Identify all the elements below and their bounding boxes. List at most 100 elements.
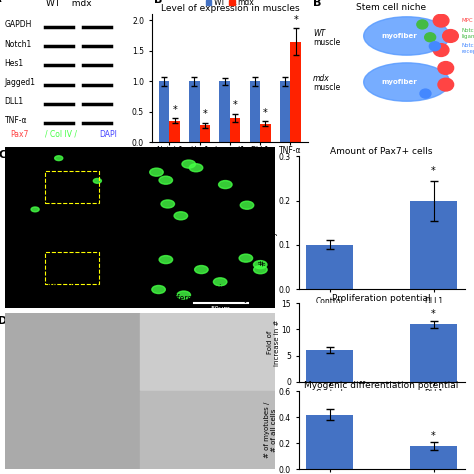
Bar <box>230 118 240 142</box>
Text: Notch1: Notch1 <box>5 40 32 48</box>
Bar <box>219 81 230 142</box>
Circle shape <box>93 178 101 183</box>
Circle shape <box>159 255 173 264</box>
Text: Proliferation
assay: Proliferation assay <box>35 284 82 303</box>
Circle shape <box>417 20 428 29</box>
Text: Hes1: Hes1 <box>5 59 24 68</box>
Text: B: B <box>154 0 163 5</box>
Title: Proliferation potential: Proliferation potential <box>332 293 431 302</box>
Bar <box>200 125 210 142</box>
Bar <box>5 391 140 469</box>
Text: *: * <box>293 15 298 25</box>
Bar <box>189 81 200 142</box>
Circle shape <box>429 42 440 51</box>
Bar <box>159 81 169 142</box>
Title: Myogenic differentiation potential: Myogenic differentiation potential <box>304 381 459 390</box>
Text: muscle: muscle <box>313 38 340 47</box>
Title: Level of expression in muscles: Level of expression in muscles <box>161 4 299 13</box>
Circle shape <box>31 207 39 212</box>
Ellipse shape <box>364 63 450 101</box>
Text: DAPI: DAPI <box>99 130 117 139</box>
Text: Stem cell niche: Stem cell niche <box>356 3 426 12</box>
Bar <box>249 81 260 142</box>
Text: A: A <box>0 0 2 4</box>
Text: Notch
receptor: Notch receptor <box>461 44 474 54</box>
Circle shape <box>150 168 163 176</box>
Bar <box>410 324 457 382</box>
Bar <box>5 228 140 308</box>
Text: *: * <box>202 109 207 119</box>
Text: myofiber: myofiber <box>381 33 417 39</box>
Circle shape <box>254 266 267 274</box>
Circle shape <box>239 254 253 262</box>
Circle shape <box>443 29 458 42</box>
Text: WT    mdx: WT mdx <box>46 0 91 8</box>
Text: 50μm: 50μm <box>211 307 231 312</box>
Circle shape <box>219 181 232 189</box>
Bar <box>306 414 353 469</box>
Bar <box>140 147 275 228</box>
Legend: WT, mdx: WT, mdx <box>203 0 257 10</box>
Text: *: * <box>233 100 237 110</box>
Text: *: * <box>431 309 436 319</box>
Text: Myogenic
differentiation  assay: Myogenic differentiation assay <box>166 284 248 303</box>
Circle shape <box>55 156 63 161</box>
Text: myofiber: myofiber <box>381 79 417 85</box>
Text: GAPDH: GAPDH <box>5 20 32 29</box>
Bar <box>306 245 353 289</box>
Bar <box>140 391 275 469</box>
Text: WT: WT <box>313 29 325 38</box>
Text: MPC: MPC <box>461 18 473 23</box>
Text: muscle: muscle <box>313 82 340 91</box>
Bar <box>45 171 99 203</box>
Text: *: * <box>431 166 436 176</box>
Text: TNF-α: TNF-α <box>5 117 27 125</box>
Text: *: * <box>263 108 268 118</box>
Text: C: C <box>0 150 7 160</box>
Bar <box>260 124 271 142</box>
Bar <box>169 121 180 142</box>
Circle shape <box>152 285 165 293</box>
Bar <box>280 81 291 142</box>
Bar <box>291 42 301 142</box>
Circle shape <box>161 200 174 208</box>
Bar <box>5 313 140 391</box>
Bar <box>140 313 275 391</box>
Y-axis label: Fold of
increase in #: Fold of increase in # <box>267 319 280 365</box>
Circle shape <box>438 78 454 91</box>
Bar <box>410 446 457 469</box>
Circle shape <box>254 261 267 269</box>
Circle shape <box>174 212 188 220</box>
Text: Jagged1: Jagged1 <box>5 78 36 87</box>
Bar <box>5 147 140 228</box>
Circle shape <box>189 164 203 172</box>
Bar <box>306 350 353 382</box>
Text: Notch
ligand: Notch ligand <box>461 28 474 39</box>
Circle shape <box>195 265 208 273</box>
Circle shape <box>213 278 227 286</box>
Circle shape <box>438 62 454 74</box>
Text: *: * <box>431 430 436 441</box>
Text: *: * <box>173 105 177 115</box>
Circle shape <box>420 89 431 98</box>
Text: Pax7: Pax7 <box>10 130 28 139</box>
Bar <box>410 201 457 289</box>
Circle shape <box>425 33 436 42</box>
Text: D: D <box>0 316 7 326</box>
Y-axis label: # of myotubes /
# of all cells: # of myotubes / # of all cells <box>264 402 277 458</box>
Circle shape <box>182 160 195 168</box>
Text: mdx: mdx <box>313 74 329 82</box>
Bar <box>45 252 99 284</box>
Bar <box>140 228 275 308</box>
Circle shape <box>433 14 449 27</box>
Circle shape <box>177 291 191 299</box>
Text: DLL1: DLL1 <box>5 97 24 106</box>
Title: Amount of Pax7+ cells: Amount of Pax7+ cells <box>330 146 433 155</box>
Circle shape <box>240 201 254 209</box>
Circle shape <box>159 176 173 184</box>
Ellipse shape <box>364 17 450 55</box>
Text: B: B <box>313 0 321 8</box>
Y-axis label: # of Pax7+ cells / # of
myofibers: # of Pax7+ cells / # of myofibers <box>258 180 277 266</box>
Circle shape <box>433 44 449 56</box>
Text: / Col IV /: / Col IV / <box>45 130 77 139</box>
